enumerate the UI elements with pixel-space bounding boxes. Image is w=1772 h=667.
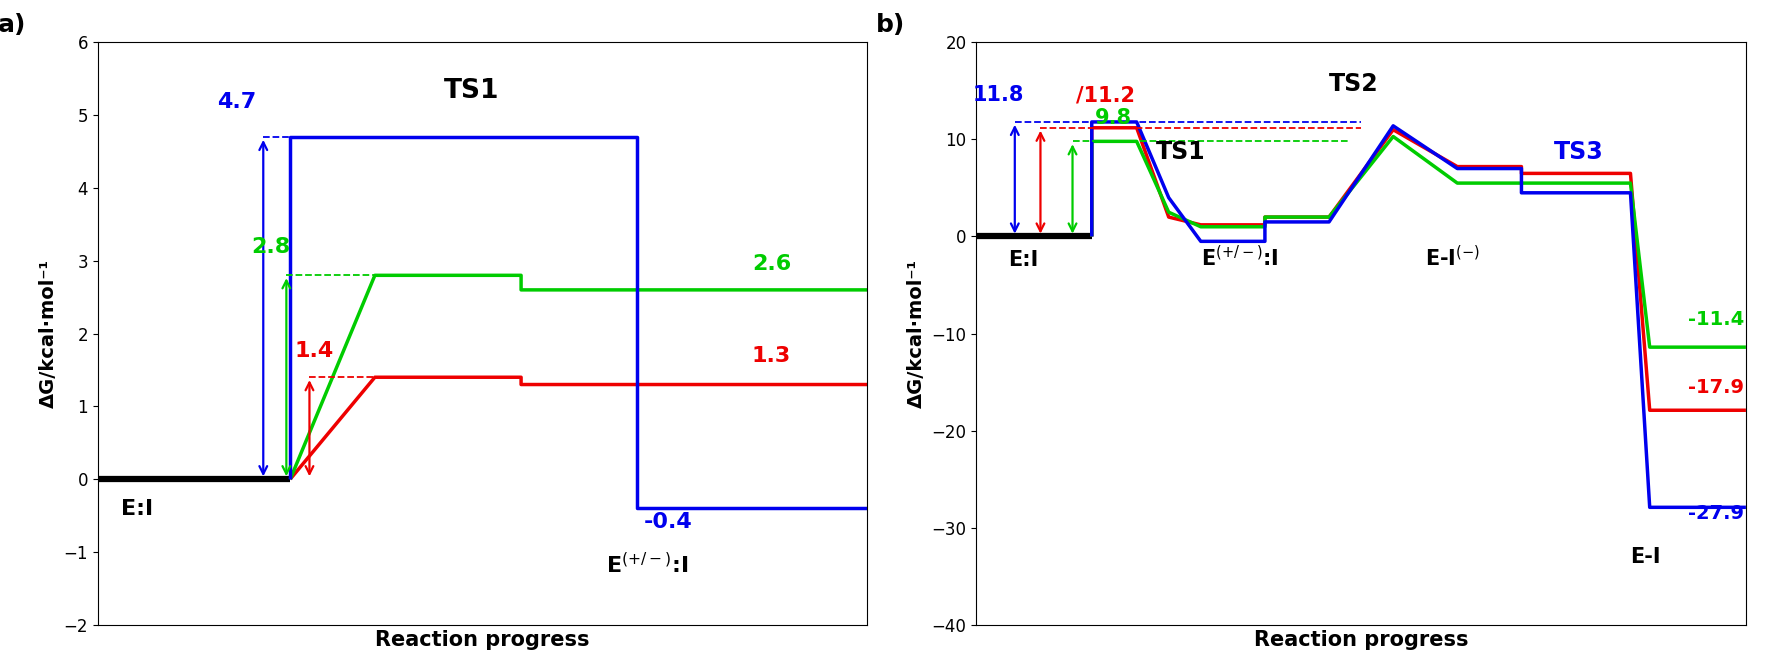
Text: E:I: E:I <box>1008 251 1038 270</box>
Text: -0.4: -0.4 <box>645 512 693 532</box>
X-axis label: Reaction progress: Reaction progress <box>1255 630 1469 650</box>
Text: 1.4: 1.4 <box>294 342 333 362</box>
Text: 1.3: 1.3 <box>751 346 792 366</box>
Text: TS1: TS1 <box>1155 139 1205 163</box>
Text: E-I$^{(-)}$: E-I$^{(-)}$ <box>1425 245 1480 270</box>
Text: TS1: TS1 <box>445 78 500 104</box>
Text: TS2: TS2 <box>1329 72 1379 96</box>
Text: E:I: E:I <box>120 499 152 519</box>
Text: b): b) <box>877 13 905 37</box>
Text: a): a) <box>0 13 27 37</box>
Text: E$^{(+/-)}$:I: E$^{(+/-)}$:I <box>1201 245 1278 270</box>
Text: TS3: TS3 <box>1554 139 1604 163</box>
Text: 2.6: 2.6 <box>751 254 792 274</box>
Text: -17.9: -17.9 <box>1689 378 1744 397</box>
Text: 2.8: 2.8 <box>252 237 291 257</box>
Text: 11.8: 11.8 <box>973 85 1024 105</box>
Text: -27.9: -27.9 <box>1689 504 1744 523</box>
Text: E-I: E-I <box>1630 546 1660 566</box>
Text: E$^{(+/-)}$:I: E$^{(+/-)}$:I <box>606 552 688 578</box>
Y-axis label: ΔG/kcal·mol⁻¹: ΔG/kcal·mol⁻¹ <box>907 259 927 408</box>
X-axis label: Reaction progress: Reaction progress <box>376 630 590 650</box>
Text: /11.2: /11.2 <box>1076 85 1134 105</box>
Text: 9.8: 9.8 <box>1095 108 1132 128</box>
Text: 4.7: 4.7 <box>218 91 257 111</box>
Y-axis label: ΔG/kcal·mol⁻¹: ΔG/kcal·mol⁻¹ <box>39 259 58 408</box>
Text: -11.4: -11.4 <box>1689 309 1744 329</box>
